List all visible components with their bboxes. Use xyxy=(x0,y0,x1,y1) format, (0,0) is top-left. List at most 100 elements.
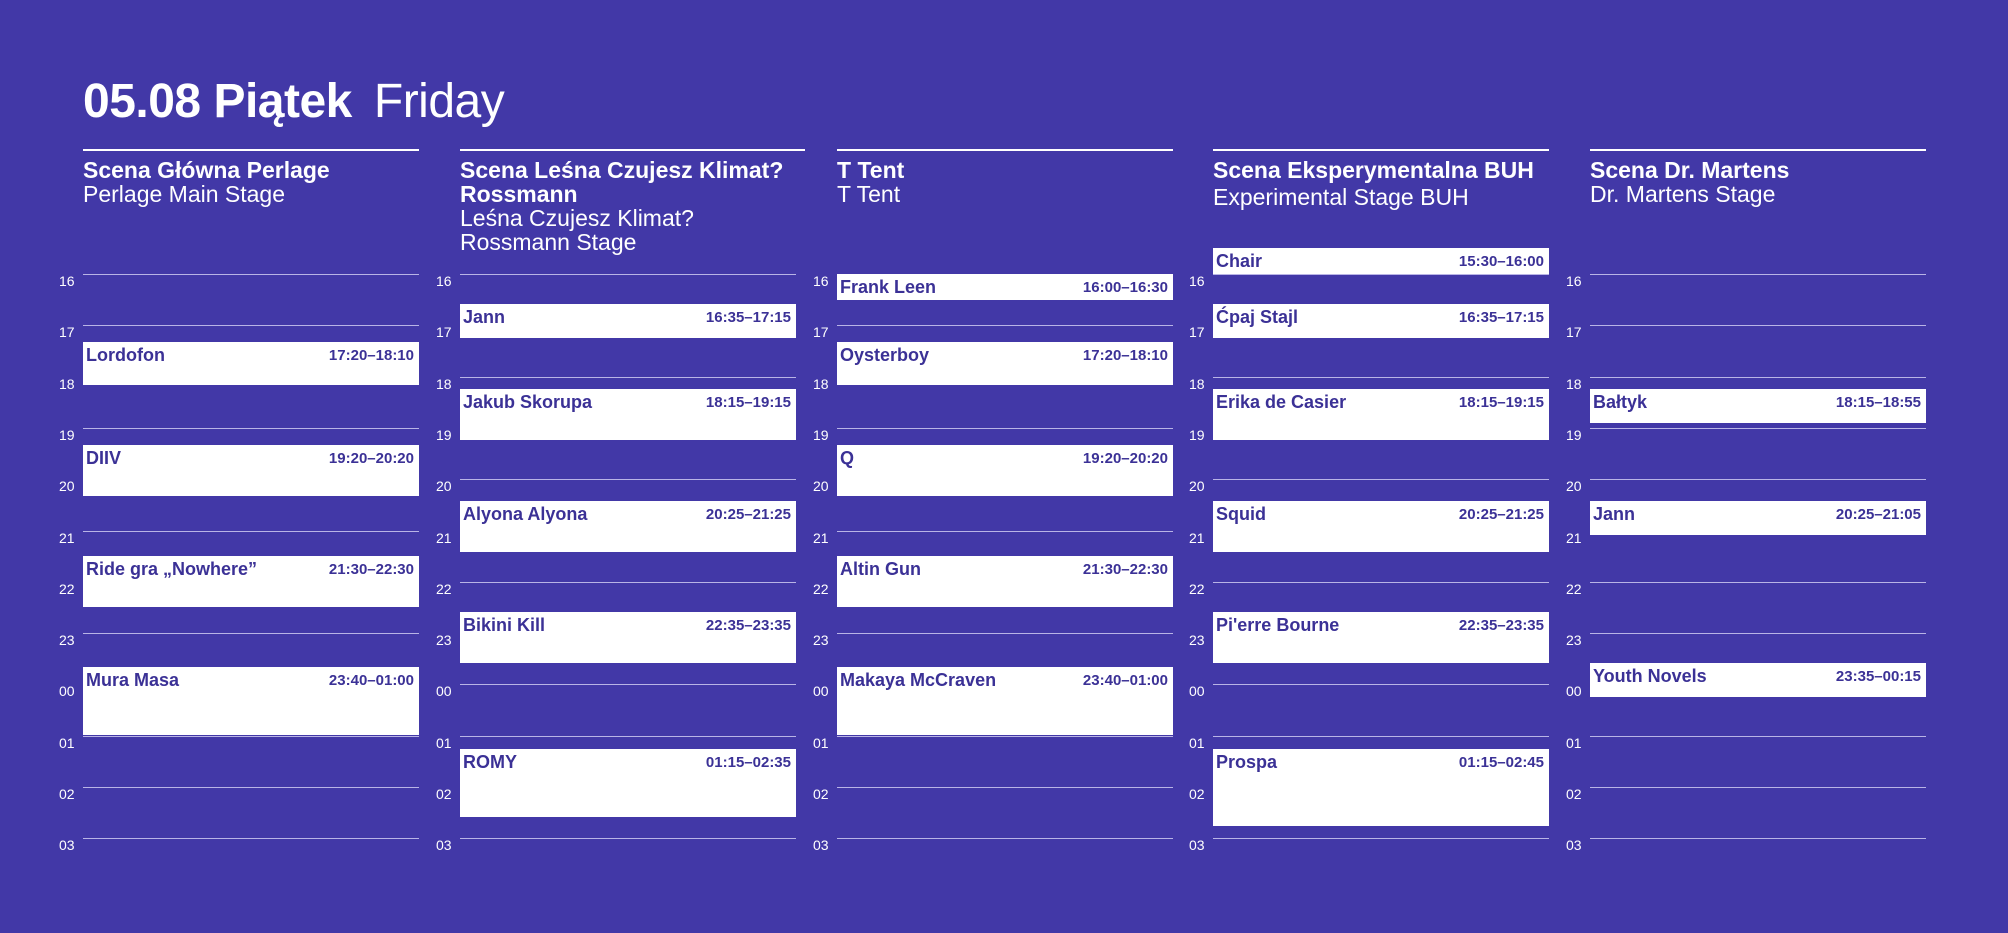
performance-slot[interactable]: Chair 15:30–16:00 xyxy=(1213,248,1549,274)
performance-slot[interactable]: Jann 16:35–17:15 xyxy=(460,304,796,338)
hour-label: 18 xyxy=(436,376,452,392)
performance-time: 19:20–20:20 xyxy=(328,450,414,467)
hour-gridline xyxy=(837,325,1173,326)
artist-name: Ćpaj Stajl xyxy=(1216,307,1299,327)
hour-gridline xyxy=(1213,274,1549,275)
performance-slot[interactable]: Bikini Kill 22:35–23:35 xyxy=(460,612,796,663)
hour-gridline xyxy=(83,325,419,326)
performance-time: 19:20–20:20 xyxy=(1082,450,1168,467)
hour-label: 22 xyxy=(1566,581,1582,597)
hour-gridline xyxy=(460,479,796,480)
stage-name: Scena Dr. Martens xyxy=(1590,157,1790,183)
hour-label: 01 xyxy=(1566,735,1582,751)
performance-slot[interactable]: Frank Leen 16:00–16:30 xyxy=(837,274,1173,300)
hour-label: 17 xyxy=(59,324,75,340)
stage-column: Scena Główna Perlage Perlage Main Stage 16… xyxy=(59,149,419,852)
hour-label: 21 xyxy=(436,530,452,546)
hour-label: 21 xyxy=(1189,530,1205,546)
hour-gridline xyxy=(83,736,419,737)
performance-time: 20:25–21:25 xyxy=(1458,506,1544,523)
performance-time: 21:30–22:30 xyxy=(1082,561,1168,578)
stage-column: Scena Leśna Czujesz Klimat? Rossmann Leśn… xyxy=(436,149,805,852)
stage-column: T Tent T Tent 16 17 18 19 20 21 22 23 00 01 02 03 Fran… xyxy=(813,149,1173,852)
hour-gridline xyxy=(1590,582,1926,583)
hour-label: 03 xyxy=(59,837,75,853)
performance-slot[interactable]: Ćpaj Stajl 16:35–17:15 xyxy=(1213,304,1549,338)
performance-slot[interactable]: ROMY 01:15–02:35 xyxy=(460,749,796,817)
hour-label: 22 xyxy=(813,581,829,597)
stage-name: Scena Eksperymentalna BUH xyxy=(1213,157,1534,183)
hour-label: 02 xyxy=(1566,786,1582,802)
artist-name: Chair xyxy=(1216,251,1263,271)
performance-time: 16:35–17:15 xyxy=(1458,309,1544,326)
performance-slot[interactable]: Youth Novels 23:35–00:15 xyxy=(1590,663,1926,697)
performance-slot[interactable]: Jakub Skorupa 18:15–19:15 xyxy=(460,389,796,440)
artist-name: Frank Leen xyxy=(840,277,937,297)
hour-gridline xyxy=(837,736,1173,737)
hour-label: 01 xyxy=(59,735,75,751)
performance-slot[interactable]: Ride gra „Nowhere” 21:30–22:30 xyxy=(83,556,419,607)
artist-name: Bałtyk xyxy=(1593,392,1648,412)
performance-slot[interactable]: Prospa 01:15–02:45 xyxy=(1213,749,1549,826)
hour-label: 20 xyxy=(813,478,829,494)
page-title: 05.08 Piątek Friday xyxy=(83,72,505,132)
performance-slot[interactable]: DIIV 19:20–20:20 xyxy=(83,445,419,496)
hour-label: 19 xyxy=(1566,427,1582,443)
stage-header: Scena Leśna Czujesz Klimat? Rossmann Leśn… xyxy=(460,149,805,254)
artist-name: Lordofon xyxy=(86,345,165,365)
performance-slot[interactable]: Lordofon 17:20–18:10 xyxy=(83,342,419,385)
day-title-english: Friday xyxy=(373,75,505,128)
hour-label: 16 xyxy=(59,273,75,289)
stage-name-english: Experimental Stage BUH xyxy=(1213,184,1469,210)
performance-slot[interactable]: Erika de Casier 18:15–19:15 xyxy=(1213,389,1549,440)
stage-name-english: T Tent xyxy=(837,181,901,207)
hour-gridline xyxy=(1590,736,1926,737)
hour-gridline xyxy=(1590,274,1926,275)
performance-slot[interactable]: Pi'erre Bourne 22:35–23:35 xyxy=(1213,612,1549,663)
hour-label: 20 xyxy=(59,478,75,494)
stage-name-english: Leśna Czujesz Klimat? Rossmann Stage xyxy=(460,205,694,255)
hour-gridline xyxy=(1213,582,1549,583)
performance-slot[interactable]: Alyona Alyona 20:25–21:25 xyxy=(460,501,796,552)
stage-header: Scena Dr. Martens Dr. Martens Stage xyxy=(1590,149,1926,206)
hour-label: 00 xyxy=(1189,683,1205,699)
performance-slot[interactable]: Oysterboy 17:20–18:10 xyxy=(837,342,1173,385)
hour-label: 03 xyxy=(813,837,829,853)
hour-label: 23 xyxy=(1189,632,1205,648)
stage-name-english: Dr. Martens Stage xyxy=(1590,181,1776,207)
hour-label: 16 xyxy=(813,273,829,289)
artist-name: Altin Gun xyxy=(840,559,921,579)
hour-label: 02 xyxy=(59,786,75,802)
hour-label: 19 xyxy=(813,427,829,443)
performance-time: 16:00–16:30 xyxy=(1082,279,1168,296)
performance-time: 15:30–16:00 xyxy=(1458,253,1544,270)
performance-time: 18:15–19:15 xyxy=(1458,394,1544,411)
artist-name: Squid xyxy=(1216,504,1266,524)
performance-time: 20:25–21:25 xyxy=(705,506,791,523)
hour-label: 21 xyxy=(59,530,75,546)
performance-slot[interactable]: Makaya McCraven 23:40–01:00 xyxy=(837,667,1173,735)
hour-gridline xyxy=(1590,325,1926,326)
performance-slot[interactable]: Altin Gun 21:30–22:30 xyxy=(837,556,1173,607)
hour-gridline xyxy=(460,838,796,839)
hour-label: 16 xyxy=(1566,273,1582,289)
stage-header: T Tent T Tent xyxy=(837,149,1173,206)
performance-time: 01:15–02:45 xyxy=(1458,754,1544,771)
performance-slot[interactable]: Bałtyk 18:15–18:55 xyxy=(1590,389,1926,423)
hour-label: 00 xyxy=(59,683,75,699)
hour-gridline xyxy=(1213,838,1549,839)
hour-gridline xyxy=(1590,479,1926,480)
hour-gridline xyxy=(460,684,796,685)
hour-gridline xyxy=(83,274,419,275)
hour-label: 21 xyxy=(813,530,829,546)
hour-gridline xyxy=(1590,428,1926,429)
hour-label: 01 xyxy=(813,735,829,751)
performance-slot[interactable]: Squid 20:25–21:25 xyxy=(1213,501,1549,552)
hour-label: 02 xyxy=(1189,786,1205,802)
hour-label: 02 xyxy=(436,786,452,802)
performance-slot[interactable]: Q 19:20–20:20 xyxy=(837,445,1173,496)
performance-slot[interactable]: Jann 20:25–21:05 xyxy=(1590,501,1926,535)
performance-slot[interactable]: Mura Masa 23:40–01:00 xyxy=(83,667,419,735)
hour-gridline xyxy=(83,838,419,839)
hour-label: 19 xyxy=(59,427,75,443)
